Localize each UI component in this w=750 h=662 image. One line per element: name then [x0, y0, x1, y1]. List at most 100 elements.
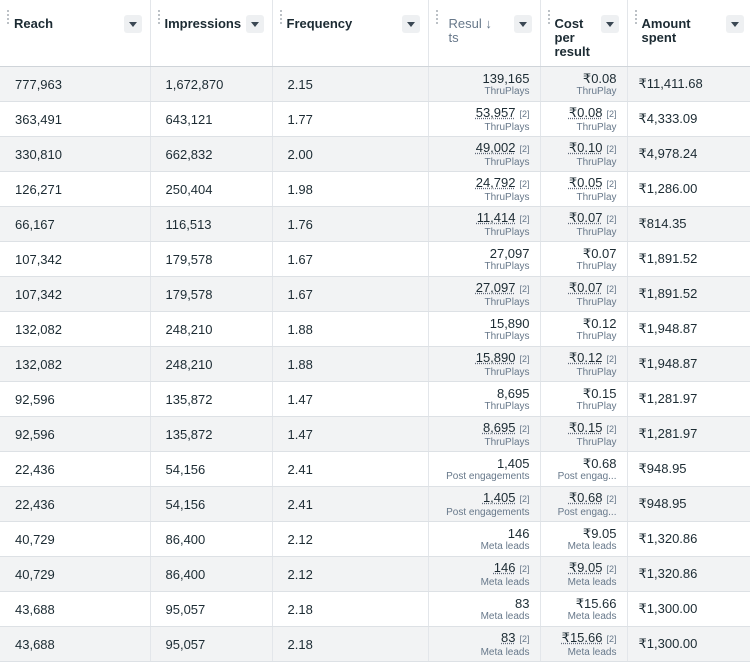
reach-cell: 132,082	[0, 311, 151, 347]
impressions-cell: 662,832	[150, 136, 273, 172]
chevron-down-icon[interactable]	[123, 15, 142, 33]
drag-handle-icon[interactable]	[7, 9, 9, 25]
results-value[interactable]: 24,792	[475, 174, 516, 190]
column-header-impressions[interactable]: Impressions	[150, 0, 273, 67]
cost-per-result-cell: ₹0.68 Post engag...	[540, 451, 628, 487]
frequency-cell: 2.41	[272, 486, 429, 522]
results-type: ThruPlays	[484, 121, 530, 133]
cost-value[interactable]: ₹0.07	[568, 279, 603, 295]
chevron-down-icon[interactable]	[600, 15, 619, 33]
results-value[interactable]: 53,957	[475, 104, 516, 120]
drag-handle-icon[interactable]	[157, 9, 160, 25]
results-cell: 8,695 ThruPlays	[428, 381, 541, 417]
impressions-cell: 250,404	[150, 171, 273, 207]
results-value[interactable]: 83	[501, 629, 516, 645]
results-type: Post engagements	[446, 470, 530, 482]
column-label: Impressions	[164, 16, 242, 31]
drag-handle-icon[interactable]	[435, 9, 438, 25]
cost-value[interactable]: ₹0.12	[568, 349, 603, 365]
chevron-down-icon[interactable]	[245, 15, 264, 33]
reach-cell: 92,596	[0, 381, 151, 417]
table-row[interactable]: 126,271 250,404 1.98 24,792 [2] ThruPlays ₹0.0…	[0, 171, 750, 207]
chevron-down-icon[interactable]	[401, 15, 420, 33]
amount-spent-cell: ₹1,320.86	[627, 556, 750, 592]
drag-handle-icon[interactable]	[634, 9, 637, 25]
table-row[interactable]: 43,688 95,057 2.18 83 [2] Meta leads ₹15.66 [2]…	[0, 626, 750, 662]
amount-spent-cell: ₹814.35	[627, 206, 750, 242]
results-type: ThruPlays	[484, 260, 530, 272]
table-row[interactable]: 22,436 54,156 2.41 1,405 [2] Post engagements…	[0, 486, 750, 522]
table-row[interactable]: 40,729 86,400 2.12 146 [2] Meta leads ₹9.05 [2]…	[0, 556, 750, 592]
amount-spent-cell: ₹1,891.52	[627, 241, 750, 277]
results-value[interactable]: 11,414	[476, 209, 516, 225]
results-type: ThruPlays	[484, 296, 530, 308]
table-row[interactable]: 132,082 248,210 1.88 15,890 [2] ThruPlays ₹0.1…	[0, 346, 750, 382]
amount-spent-cell: ₹1,281.97	[627, 416, 750, 452]
drag-handle-icon[interactable]	[279, 9, 282, 25]
reference-count: [2]	[606, 283, 617, 294]
chevron-down-icon[interactable]	[513, 15, 532, 33]
results-type: ThruPlays	[484, 330, 530, 342]
reach-cell: 126,271	[0, 171, 151, 207]
table-row[interactable]: 43,688 95,057 2.18 83 Meta leads ₹15.66 Meta l…	[0, 591, 750, 627]
results-value[interactable]: 15,890	[475, 349, 516, 365]
cost-per-result-cell: ₹0.07 [2] ThruPlay	[540, 206, 628, 242]
table-row[interactable]: 330,810 662,832 2.00 49,002 [2] ThruPlays ₹0.1…	[0, 136, 750, 172]
table-row[interactable]: 107,342 179,578 1.67 27,097 [2] ThruPlays ₹0.0…	[0, 276, 750, 312]
reference-count: [2]	[606, 143, 617, 154]
amount-spent-cell: ₹948.95	[627, 486, 750, 522]
column-header-cost-per-result[interactable]: Cost per result	[540, 0, 628, 67]
reach-cell: 132,082	[0, 346, 151, 382]
cost-value[interactable]: ₹0.08	[568, 104, 603, 120]
column-header-frequency[interactable]: Frequency	[272, 0, 429, 67]
cost-value[interactable]: ₹0.15	[568, 419, 603, 435]
impressions-cell: 179,578	[150, 241, 273, 277]
results-value[interactable]: 49,002	[475, 139, 516, 155]
table-row[interactable]: 22,436 54,156 2.41 1,405 Post engagements ₹0.…	[0, 451, 750, 487]
column-header-reach[interactable]: Reach	[0, 0, 151, 67]
results-cell: 146 Meta leads	[428, 521, 541, 557]
cost-value[interactable]: ₹15.66	[561, 629, 603, 645]
header-row: Reach Impressions Frequency Resul ↓ ts C…	[0, 0, 750, 67]
cost-value[interactable]: ₹9.05	[568, 559, 603, 575]
cost-value[interactable]: ₹0.10	[568, 139, 603, 155]
cost-type: Meta leads	[567, 646, 617, 658]
impressions-cell: 179,578	[150, 276, 273, 312]
impressions-cell: 95,057	[150, 626, 273, 662]
reference-count: [2]	[606, 178, 617, 189]
table-row[interactable]: 777,963 1,672,870 2.15 139,165 ThruPlays ₹0.0…	[0, 66, 750, 102]
results-value[interactable]: 8,695	[482, 419, 516, 435]
chevron-down-icon[interactable]	[725, 15, 744, 33]
cost-value: ₹15.66	[575, 595, 617, 611]
table-row[interactable]: 92,596 135,872 1.47 8,695 ThruPlays ₹0.15 Thru…	[0, 381, 750, 417]
cost-value[interactable]: ₹0.07	[568, 209, 603, 225]
results-value[interactable]: 146	[493, 559, 516, 575]
frequency-cell: 2.18	[272, 626, 429, 662]
column-header-results[interactable]: Resul ↓ ts	[428, 0, 541, 67]
table-row[interactable]: 107,342 179,578 1.67 27,097 ThruPlays ₹0.07 Th…	[0, 241, 750, 277]
impressions-cell: 116,513	[150, 206, 273, 242]
table-row[interactable]: 363,491 643,121 1.77 53,957 [2] ThruPlays ₹0.0…	[0, 101, 750, 137]
column-header-amount-spent[interactable]: Amount spent	[627, 0, 750, 67]
reference-count: [2]	[606, 423, 617, 434]
results-value[interactable]: 1,405	[482, 489, 516, 505]
table-row[interactable]: 40,729 86,400 2.12 146 Meta leads ₹9.05 Meta l…	[0, 521, 750, 557]
cost-type: Meta leads	[567, 540, 617, 552]
table-row[interactable]: 132,082 248,210 1.88 15,890 ThruPlays ₹0.12 Th…	[0, 311, 750, 347]
cost-value: ₹0.07	[582, 245, 617, 261]
results-cell: 83 [2] Meta leads	[428, 626, 541, 662]
cost-value[interactable]: ₹0.05	[568, 174, 603, 190]
results-value[interactable]: 27,097	[475, 279, 516, 295]
cost-value: ₹0.68	[582, 455, 617, 471]
drag-handle-icon[interactable]	[547, 9, 550, 25]
cost-per-result-cell: ₹15.66 Meta leads	[540, 591, 628, 627]
reach-cell: 66,167	[0, 206, 151, 242]
impressions-cell: 248,210	[150, 311, 273, 347]
results-type: ThruPlays	[484, 226, 530, 238]
cost-value[interactable]: ₹0.68	[568, 489, 603, 505]
table-row[interactable]: 92,596 135,872 1.47 8,695 [2] ThruPlays ₹0.15[…	[0, 416, 750, 452]
cost-per-result-cell: ₹15.66 [2] Meta leads	[540, 626, 628, 662]
table-row[interactable]: 66,167 116,513 1.76 11,414 [2] ThruPlays ₹0.07…	[0, 206, 750, 242]
cost-per-result-cell: ₹9.05 [2] Meta leads	[540, 556, 628, 592]
